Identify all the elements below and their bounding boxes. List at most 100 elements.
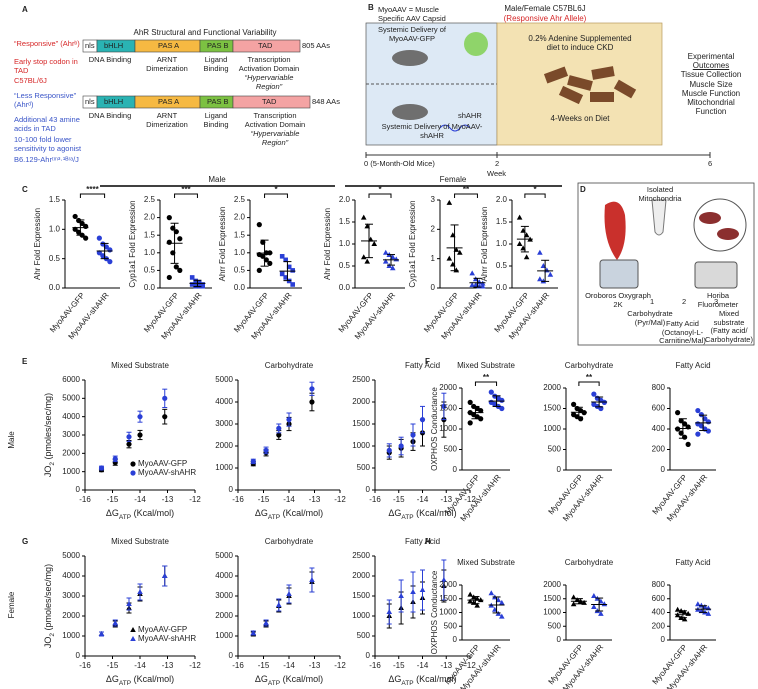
x-tick-label: -12 (334, 661, 346, 670)
bullet: Early stop codon in TAD (14, 57, 78, 75)
y-tick-label: 0.0 (144, 283, 156, 292)
chart-title: Mixed Substrate (457, 361, 515, 370)
y-tick-label: 2.5 (234, 195, 246, 204)
y-tick-label: 1.0 (49, 224, 61, 233)
point (382, 249, 389, 255)
y-tick-label: 5000 (62, 393, 80, 402)
point (705, 419, 711, 425)
point (389, 265, 396, 271)
domain-label: bHLH (104, 41, 124, 50)
point (137, 589, 143, 594)
y-tick-label: 1000 (215, 631, 233, 640)
y-tick-label: 0 (76, 485, 81, 494)
point (591, 391, 597, 397)
point (685, 441, 691, 447)
length-label: 848 AAs (312, 97, 340, 106)
y-tick-label: 0.0 (339, 283, 351, 292)
point (193, 278, 198, 284)
x-tick-label: MyoAAV-shAHR (353, 291, 397, 341)
y-tick-label: 1.5 (49, 195, 61, 204)
legend-marker (130, 461, 136, 467)
point (126, 601, 132, 606)
point (126, 441, 132, 447)
point (263, 620, 269, 625)
x-tick-label: -14 (283, 661, 295, 670)
y-tick-label: 4000 (215, 571, 233, 580)
outcome: Mitochondrial (687, 97, 735, 107)
y-tick-label: 2000 (439, 580, 457, 589)
y-tick-label: 4000 (215, 397, 233, 406)
y-tick-label: 2000 (543, 580, 561, 589)
point (309, 399, 315, 405)
point (446, 199, 453, 205)
y-tick-label: 6000 (62, 375, 80, 384)
point (364, 258, 371, 264)
panel-letter: E (22, 357, 28, 366)
x-tick-label: -15 (393, 495, 405, 504)
y-tick-label: 3000 (215, 419, 233, 428)
diet-label: 0.2% Adenine Supplemented diet to induce… (528, 34, 632, 53)
point (107, 247, 113, 253)
timeline-label: 0 (5-Month-Old Mice) (364, 159, 435, 168)
x-tick-label: -14 (134, 661, 146, 670)
y-axis-label: JO2 (pmoles/sec/mg) (43, 564, 56, 648)
point (162, 395, 168, 401)
point (571, 401, 577, 407)
point (286, 264, 292, 270)
y-tick-label: 0 (76, 651, 81, 660)
y-tick-label: 0.0 (49, 283, 61, 292)
muscle-icon (604, 201, 626, 260)
outcome: Outcomes (692, 61, 730, 71)
point (478, 407, 484, 414)
legend-marker (130, 636, 136, 641)
point (695, 407, 701, 414)
y-tick-label: 0 (366, 485, 371, 494)
y-tick-label: 0.0 (234, 283, 246, 292)
y-tick-label: 400 (652, 424, 666, 433)
y-tick-label: 500 (357, 463, 371, 472)
y-tick-label: 1.0 (339, 239, 351, 248)
y-tick-label: 1500 (543, 594, 561, 603)
significance-bracket (264, 193, 288, 198)
point (410, 589, 416, 594)
step-number: 2 (682, 297, 687, 306)
chart-title: Carbohydrate (565, 361, 614, 370)
chart-title: Carbohydrate (565, 558, 614, 567)
chart-title: Mixed Substrate (111, 537, 169, 546)
significance: * (274, 185, 278, 194)
point (591, 593, 597, 598)
point (467, 598, 473, 604)
y-tick-label: 600 (652, 404, 666, 413)
y-tick-label: 1.5 (234, 230, 246, 239)
function-label: ARNT Dimerization (146, 55, 188, 73)
capsid-note: MyoAAV = Muscle Specific AAV Capsid (378, 5, 446, 23)
significance-bracket (578, 381, 600, 386)
point (189, 275, 195, 280)
y-tick-label: 2 (431, 224, 436, 233)
x-tick-label: -13 (162, 661, 174, 670)
x-tick-label: -14 (417, 661, 429, 670)
significance-bracket (368, 193, 392, 198)
label-part: 2 (49, 462, 56, 466)
y-tick-label: 2000 (543, 383, 561, 392)
y-tick-label: 5000 (62, 551, 80, 560)
y-tick-label: 2.0 (144, 213, 156, 222)
x-axis-label: ΔGATP (Kcal/mol) (255, 508, 323, 521)
point (107, 259, 113, 265)
point (488, 590, 495, 596)
y-tick-label: 500 (444, 445, 458, 454)
legend-marker (130, 470, 136, 476)
point (177, 267, 183, 273)
y-tick-label: 200 (652, 621, 666, 630)
significance: ** (463, 185, 470, 194)
function-label: Ligand Binding (203, 55, 229, 73)
point (499, 405, 505, 412)
y-tick-label: 1500 (543, 404, 561, 413)
point (675, 410, 681, 416)
y-tick-label: 0 (229, 485, 234, 494)
substrate-label: Mixed substrate (Fatty acid/ Carbohydrat… (705, 309, 753, 344)
label-part: JO (43, 466, 53, 478)
label-part: ATP (119, 514, 131, 521)
y-tick-label: 500 (548, 445, 562, 454)
point (276, 425, 282, 431)
